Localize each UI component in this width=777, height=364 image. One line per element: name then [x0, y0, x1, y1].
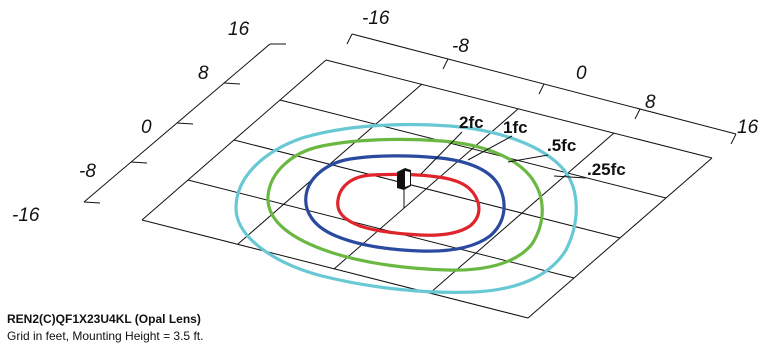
- left-axis: [83, 43, 286, 204]
- leader-line-05fc: [507, 154, 549, 163]
- right-axis: [346, 33, 737, 145]
- isoline-leaders: [420, 131, 587, 179]
- right-axis-tick: [442, 58, 449, 70]
- isoline-label-2fc: 2fc: [459, 113, 484, 132]
- left-axis-tick: [83, 201, 101, 204]
- right-axis-labels: -16 -8 0 8 16: [362, 8, 759, 138]
- right-axis-tick: [538, 83, 545, 95]
- right-axis-tick-label: 16: [737, 117, 759, 138]
- fixture-face: [405, 171, 410, 187]
- grid-line: [233, 139, 621, 239]
- left-axis-tick-label: 8: [198, 63, 209, 84]
- leader-line-2fc: [420, 131, 463, 175]
- fixture-title: REN2(C)QF1X23U4KL (Opal Lens): [7, 312, 201, 326]
- grid-line: [325, 59, 713, 159]
- isoline-05fc: [266, 137, 544, 272]
- leader-line-025fc: [553, 175, 587, 179]
- right-axis-tick-label: -16: [362, 8, 390, 29]
- left-axis-labels: 16 8 0 -8 -16: [12, 19, 250, 226]
- fixture-icon: [397, 168, 411, 208]
- right-axis-tick-label: 0: [576, 63, 587, 84]
- left-axis-tick: [130, 161, 148, 164]
- left-axis-tick-label: -8: [79, 161, 96, 182]
- right-axis-tick: [346, 33, 353, 45]
- right-axis-tick: [634, 108, 641, 120]
- left-axis-tick: [176, 122, 194, 125]
- isoline-label-05fc: .5fc: [547, 136, 576, 155]
- isoline-labels: 2fc 1fc .5fc .25fc: [459, 113, 626, 179]
- isoline-2fc: [336, 172, 481, 237]
- leader-line-1fc: [467, 135, 513, 161]
- isoline-1fc: [304, 154, 506, 253]
- grid-line: [141, 219, 529, 319]
- isoline-025fc: [234, 122, 578, 294]
- grid-note: Grid in feet, Mounting Height = 3.5 ft.: [7, 329, 204, 343]
- isoline-label-1fc: 1fc: [503, 118, 528, 137]
- ground-grid: [141, 59, 713, 319]
- right-axis-tick-label: -8: [452, 36, 469, 57]
- isolines: [234, 122, 578, 294]
- left-axis-tick: [223, 82, 241, 85]
- grid-line: [333, 108, 519, 270]
- grid-line: [527, 157, 713, 319]
- right-axis-tick: [730, 133, 737, 145]
- grid-line: [141, 59, 327, 221]
- right-axis-tick-label: 8: [645, 92, 656, 113]
- left-axis-tick-label: 16: [228, 19, 250, 40]
- grid-line: [429, 132, 615, 294]
- grid-line: [279, 99, 667, 199]
- isoline-label-025fc: .25fc: [587, 160, 626, 179]
- left-axis-tick-label: -16: [12, 205, 40, 226]
- left-axis-tick-label: 0: [141, 117, 152, 138]
